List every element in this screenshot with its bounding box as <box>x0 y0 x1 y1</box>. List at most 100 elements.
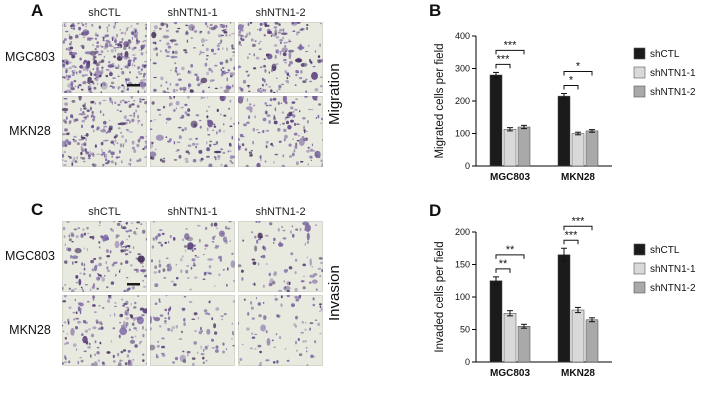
bar <box>571 309 585 363</box>
sig-bracket <box>495 268 511 273</box>
side-label-invasion: Invasion <box>326 265 343 322</box>
bar <box>503 313 517 363</box>
sig-stars: *** <box>572 215 586 227</box>
sig-bracket <box>563 225 593 231</box>
category-label: MGC803 <box>490 172 530 183</box>
micrograph-tile <box>150 22 235 93</box>
bar <box>489 280 503 363</box>
panel-letter-c: C <box>31 200 44 219</box>
panel-a-migration: A shCTL shNTN1-1 shNTN1-2 MGC803 MKN28 M… <box>0 0 430 200</box>
legend-label: shNTN1-2 <box>650 283 696 294</box>
micrograph-svg <box>62 22 147 93</box>
sig-bracket <box>563 85 579 90</box>
svg-text:150: 150 <box>455 260 470 270</box>
svg-text:200: 200 <box>455 227 470 237</box>
sig-stars: * <box>569 75 574 87</box>
panel-letter-b: B <box>429 1 442 20</box>
micrograph-tile <box>150 96 235 167</box>
category-label: MKN28 <box>561 368 595 379</box>
micrograph-tile <box>238 22 323 93</box>
sig-stars: *** <box>504 39 518 51</box>
bar-chart-svg: 0 50 100 150 200 Invaded cells per field MGC80… <box>434 215 696 379</box>
bar <box>489 74 503 167</box>
micrograph-svg <box>150 96 235 167</box>
sig-stars: ** <box>499 258 508 270</box>
legend-label: shCTL <box>650 245 680 256</box>
side-label-migration: Migration <box>326 63 343 126</box>
svg-text:100: 100 <box>455 129 470 139</box>
column-header-shctl: shCTL <box>88 7 121 19</box>
sig-bracket <box>495 254 525 259</box>
row-label-mgc803: MGC803 <box>4 50 56 64</box>
micrograph-tile <box>238 221 323 292</box>
svg-text:0: 0 <box>465 161 470 171</box>
category-label: MKN28 <box>561 172 595 183</box>
micrograph-svg <box>238 221 323 292</box>
category-label: MGC803 <box>490 368 530 379</box>
micrograph-svg <box>238 22 323 93</box>
sig-bracket <box>563 71 593 76</box>
sig-stars: *** <box>565 229 579 241</box>
scale-bar <box>127 84 140 87</box>
bar <box>571 133 585 167</box>
micrograph-tile <box>150 221 235 292</box>
sig-bracket <box>563 239 579 245</box>
panel-letter-d: D <box>429 201 442 220</box>
legend-swatch <box>633 243 646 256</box>
bar-chart-invaded: 0 50 100 150 200 Invaded cells per field MGC80… <box>430 210 705 400</box>
bar-chart-migrated: 0 100 200 300 400 Migrated cells per field MGC… <box>430 14 705 204</box>
row-label-mgc803: MGC803 <box>4 249 56 263</box>
micrograph-svg <box>238 96 323 167</box>
scale-bar <box>127 283 140 286</box>
micrograph-tile <box>62 221 147 292</box>
micrograph-svg <box>150 22 235 93</box>
svg-text:50: 50 <box>460 325 470 335</box>
micrograph-svg <box>62 295 147 366</box>
column-header-shntn1-1: shNTN1-1 <box>167 7 218 19</box>
bar <box>517 126 531 167</box>
y-axis-label: Migrated cells per field <box>434 43 446 158</box>
bar <box>557 95 571 167</box>
micrograph-svg <box>238 295 323 366</box>
panel-letter-a: A <box>31 1 44 20</box>
micrograph-svg <box>151 221 235 291</box>
legend-label: shNTN1-1 <box>650 68 696 79</box>
row-label-mkn28: MKN28 <box>9 124 51 138</box>
svg-text:400: 400 <box>455 31 470 41</box>
legend-label: shNTN1-1 <box>650 264 696 275</box>
column-header-shctl: shCTL <box>88 206 121 218</box>
micrograph-tile <box>238 96 323 167</box>
micrograph-tile <box>62 22 147 93</box>
sig-bracket <box>495 49 525 55</box>
micrograph-svg <box>62 221 147 292</box>
micrograph-tile <box>150 295 235 366</box>
svg-text:300: 300 <box>455 64 470 74</box>
column-header-shntn1-1: shNTN1-1 <box>167 206 218 218</box>
sig-stars: ** <box>506 244 515 256</box>
legend-swatch <box>633 262 646 275</box>
svg-text:100: 100 <box>455 292 470 302</box>
bar <box>585 319 599 363</box>
y-axis-label: Invaded cells per field <box>434 241 446 352</box>
bar <box>557 254 571 363</box>
micrograph-tile <box>62 96 147 167</box>
svg-text:0: 0 <box>465 357 470 367</box>
bar <box>585 130 599 167</box>
bar <box>503 129 517 167</box>
bar <box>517 326 531 363</box>
legend-swatch <box>633 85 646 98</box>
panel-c-invasion: C shCTL shNTN1-1 shNTN1-2 MGC803 MKN28 I… <box>0 199 430 399</box>
micrograph-tile <box>238 295 323 366</box>
column-header-shntn1-2: shNTN1-2 <box>255 206 306 218</box>
svg-text:200: 200 <box>455 96 470 106</box>
legend-swatch <box>633 66 646 79</box>
sig-stars: * <box>576 61 581 73</box>
row-label-mkn28: MKN28 <box>9 323 51 337</box>
bar-chart-svg: 0 100 200 300 400 Migrated cells per field MGC… <box>434 31 696 183</box>
sig-stars: *** <box>497 53 511 65</box>
column-header-shntn1-2: shNTN1-2 <box>255 7 306 19</box>
legend-swatch <box>633 47 646 60</box>
legend-label: shCTL <box>650 49 680 60</box>
micrograph-tile <box>62 295 147 366</box>
